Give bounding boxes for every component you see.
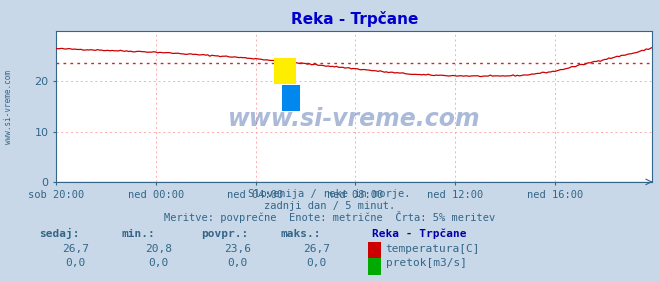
Text: Meritve: povprečne  Enote: metrične  Črta: 5% meritev: Meritve: povprečne Enote: metrične Črta:… — [164, 211, 495, 223]
Title: Reka - Trpčane: Reka - Trpčane — [291, 11, 418, 27]
Text: Slovenija / reke in morje.: Slovenija / reke in morje. — [248, 190, 411, 199]
Text: povpr.:: povpr.: — [201, 229, 248, 239]
Text: www.si-vreme.com: www.si-vreme.com — [4, 70, 13, 144]
Text: Reka - Trpčane: Reka - Trpčane — [372, 228, 467, 239]
Text: www.si-vreme.com: www.si-vreme.com — [228, 107, 480, 131]
Text: 23,6: 23,6 — [224, 244, 250, 254]
Text: 0,0: 0,0 — [306, 259, 326, 268]
Text: 20,8: 20,8 — [145, 244, 171, 254]
Text: 0,0: 0,0 — [227, 259, 247, 268]
FancyBboxPatch shape — [274, 58, 296, 84]
Text: 0,0: 0,0 — [148, 259, 168, 268]
Text: maks.:: maks.: — [280, 229, 320, 239]
Text: 0,0: 0,0 — [66, 259, 86, 268]
Text: 26,7: 26,7 — [303, 244, 330, 254]
Text: min.:: min.: — [122, 229, 156, 239]
Text: temperatura[C]: temperatura[C] — [386, 244, 480, 254]
Text: pretok[m3/s]: pretok[m3/s] — [386, 259, 467, 268]
Text: zadnji dan / 5 minut.: zadnji dan / 5 minut. — [264, 201, 395, 211]
Text: 26,7: 26,7 — [63, 244, 89, 254]
Text: sedaj:: sedaj: — [40, 228, 80, 239]
FancyBboxPatch shape — [282, 85, 300, 111]
